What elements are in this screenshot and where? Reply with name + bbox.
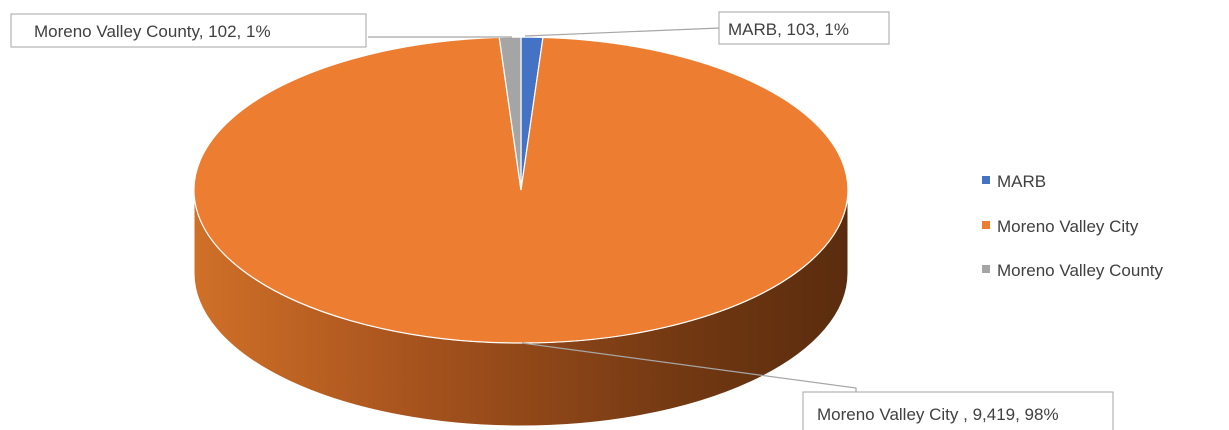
legend-label-county: Moreno Valley County: [997, 261, 1163, 280]
data-label-county: Moreno Valley County, 102, 1%: [10, 13, 367, 48]
legend: MARB Moreno Valley City Moreno Valley Co…: [982, 172, 1163, 280]
data-label-marb-text: MARB, 103, 1%: [728, 20, 849, 39]
legend-swatch-county: [982, 265, 990, 273]
data-label-marb: MARB, 103, 1%: [718, 11, 890, 45]
leader-line-city: [521, 342, 857, 392]
data-label-city: Moreno Valley City , 9,419, 98%: [802, 391, 1114, 430]
legend-label-city: Moreno Valley City: [997, 217, 1139, 236]
leader-lines: [368, 27, 857, 392]
pie-slices: [193, 36, 849, 344]
pie-slice-city: [193, 36, 849, 344]
legend-swatch-marb: [982, 176, 990, 184]
legend-swatch-city: [982, 221, 990, 229]
legend-item-marb: MARB: [982, 172, 1046, 191]
data-label-county-text: Moreno Valley County, 102, 1%: [34, 22, 271, 41]
legend-label-marb: MARB: [997, 172, 1046, 191]
legend-item-city: Moreno Valley City: [982, 217, 1139, 236]
legend-item-county: Moreno Valley County: [982, 261, 1163, 280]
data-label-city-text: Moreno Valley City , 9,419, 98%: [817, 405, 1059, 424]
leader-line-marb: [524, 27, 721, 37]
